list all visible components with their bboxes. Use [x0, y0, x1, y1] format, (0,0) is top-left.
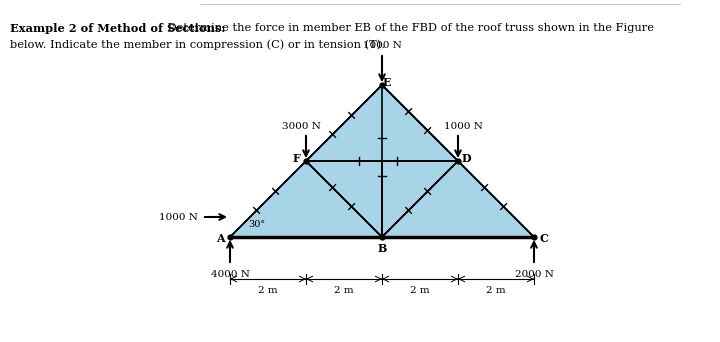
Text: 2 m: 2 m — [258, 286, 278, 295]
Text: 1000 N: 1000 N — [363, 41, 402, 50]
Text: 2 m: 2 m — [486, 286, 506, 295]
Text: 1000 N: 1000 N — [444, 122, 482, 131]
Text: 2 m: 2 m — [334, 286, 354, 295]
Text: E: E — [383, 77, 391, 88]
Text: below. Indicate the member in compression (C) or in tension (T).: below. Indicate the member in compressio… — [10, 39, 385, 50]
Text: D: D — [462, 154, 471, 165]
Text: A: A — [216, 234, 225, 245]
Polygon shape — [382, 161, 534, 237]
Polygon shape — [382, 85, 458, 237]
Polygon shape — [306, 85, 382, 237]
Text: C: C — [539, 234, 549, 245]
Text: F: F — [292, 154, 300, 165]
Polygon shape — [230, 161, 382, 237]
Polygon shape — [306, 85, 458, 161]
Text: 30°: 30° — [248, 220, 265, 229]
Text: Example 2 of Method of Sections:: Example 2 of Method of Sections: — [10, 23, 225, 34]
Text: B: B — [377, 244, 387, 254]
Text: 2000 N: 2000 N — [515, 270, 554, 279]
Text: Determine the force in member EB of the FBD of the roof truss shown in the Figur: Determine the force in member EB of the … — [164, 23, 654, 33]
Text: 1000 N: 1000 N — [159, 212, 198, 222]
Text: 3000 N: 3000 N — [282, 122, 320, 131]
Text: 2 m: 2 m — [410, 286, 430, 295]
Text: 4000 N: 4000 N — [210, 270, 249, 279]
